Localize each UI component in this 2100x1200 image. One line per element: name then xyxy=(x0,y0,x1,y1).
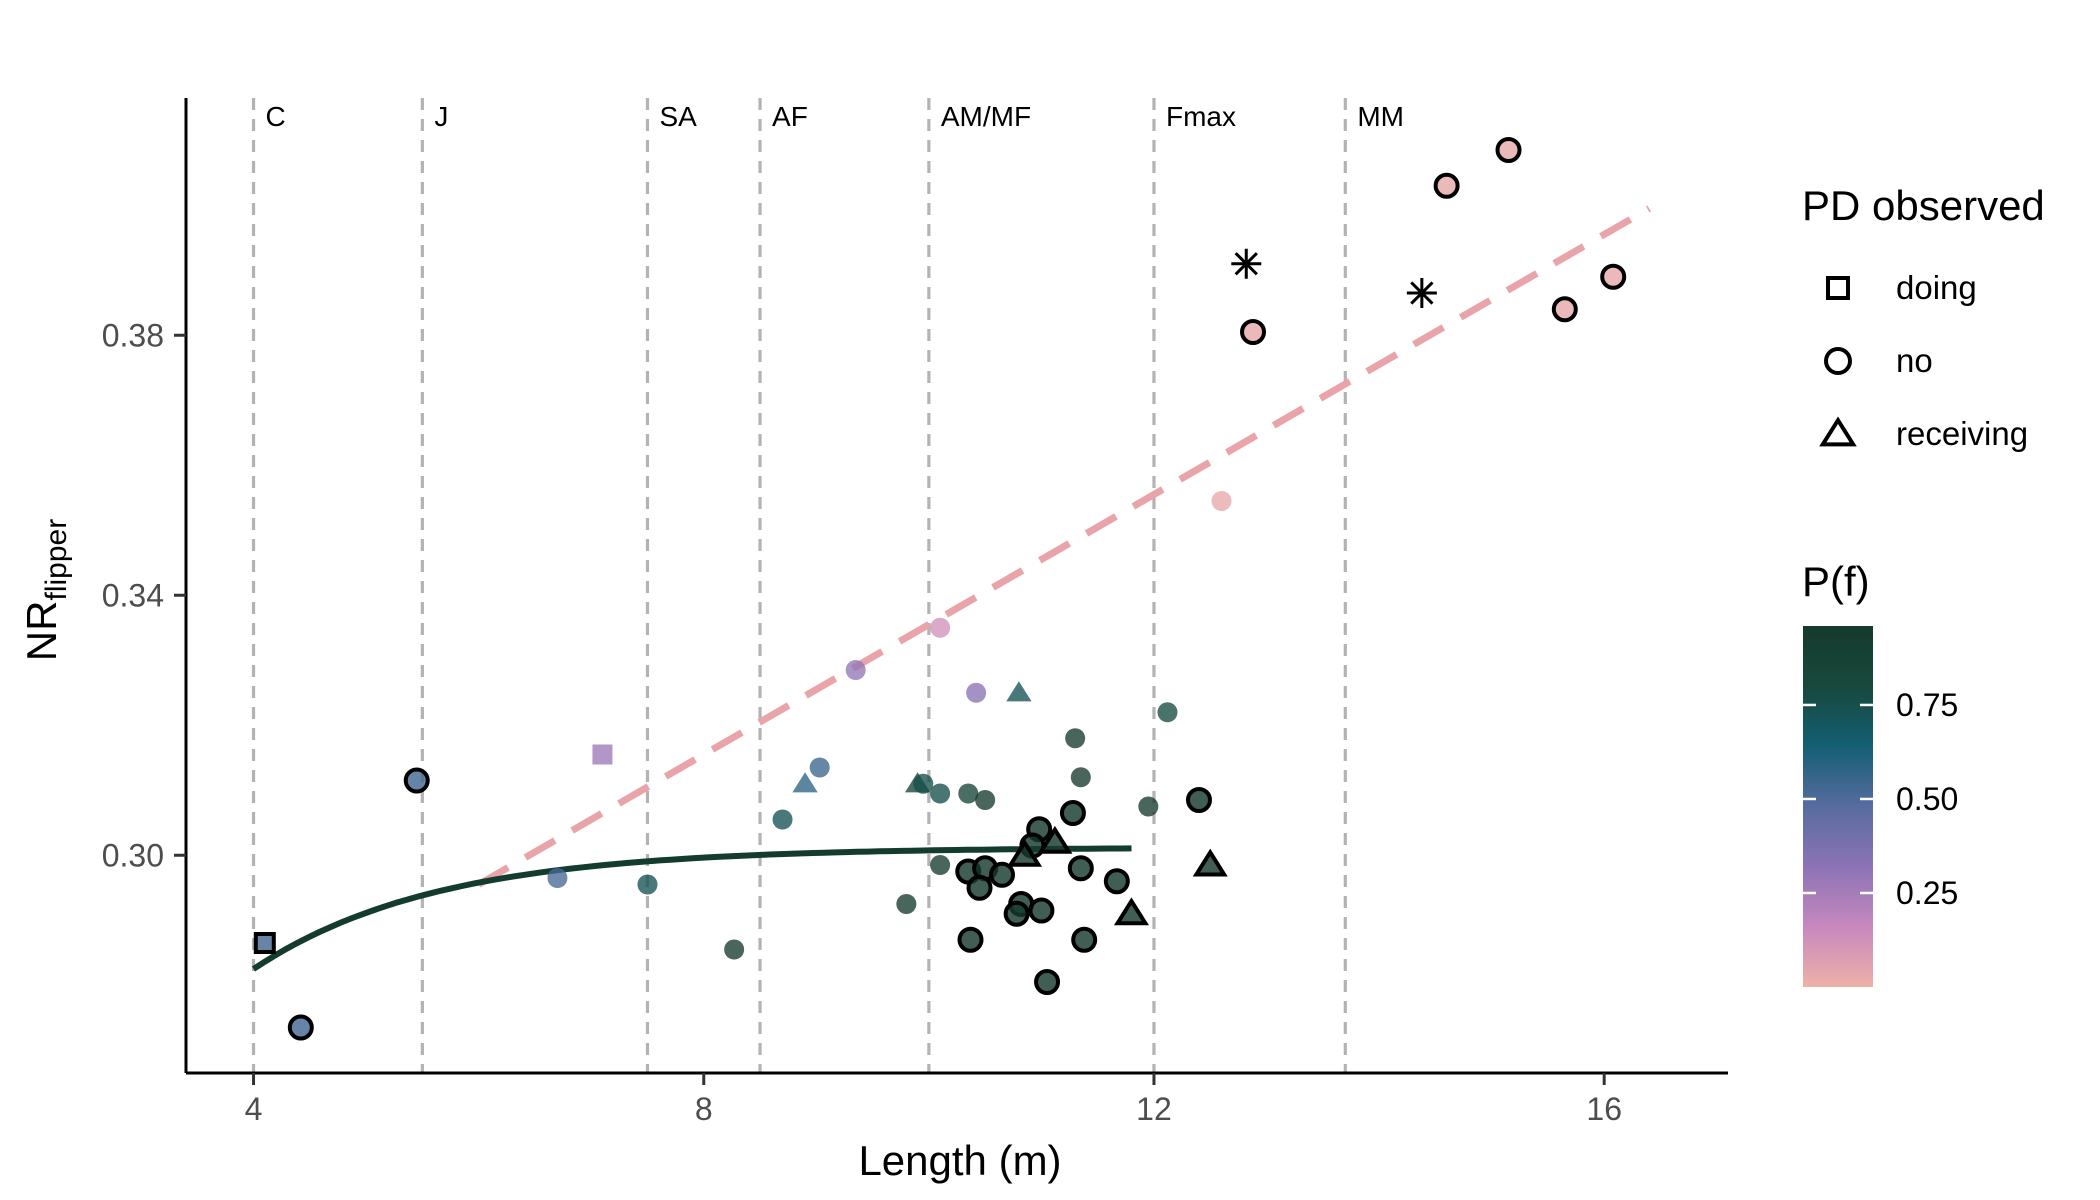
data-point-47 xyxy=(1433,172,1460,199)
data-point-46 xyxy=(1240,319,1267,345)
data-point-6 xyxy=(724,939,745,960)
data-point-16 xyxy=(975,790,996,810)
data-point-26 xyxy=(1059,800,1086,826)
data-point-33 xyxy=(989,861,1016,888)
data-point-2 xyxy=(403,767,430,794)
data-point-43 xyxy=(1113,897,1149,926)
female-fit-curve xyxy=(251,845,1132,972)
data-point-36 xyxy=(1103,868,1130,895)
x-tick-label-2: 12 xyxy=(1136,1091,1172,1127)
shape-legend-key-2 xyxy=(1819,416,1857,447)
data-point-14 xyxy=(930,783,951,804)
data-point-0 xyxy=(253,932,276,954)
y-axis-title-sub: flipper xyxy=(40,519,73,601)
shape-legend-label-0: doing xyxy=(1896,269,1977,306)
data-point-13 xyxy=(930,617,951,638)
data-point-18 xyxy=(1006,681,1032,702)
data-point-10 xyxy=(845,660,866,680)
data-point-25 xyxy=(1211,491,1232,511)
color-legend: P(f) 0.25 0.50 0.75 xyxy=(1802,558,1958,987)
data-point-34 xyxy=(966,874,993,901)
shape-legend-key-1 xyxy=(1824,347,1852,375)
x-tick-label-1: 8 xyxy=(695,1091,713,1127)
x-axis-title: Length (m) xyxy=(858,1137,1061,1184)
data-point-24 xyxy=(1157,702,1178,723)
data-point-35 xyxy=(1067,855,1094,882)
data-point-41 xyxy=(1071,926,1098,953)
y-tick-label-0: 0.30 xyxy=(102,837,164,873)
data-point-21 xyxy=(1065,728,1086,749)
stage-label-1: J xyxy=(434,101,448,132)
color-legend-ticks: 0.25 0.50 0.75 xyxy=(1803,687,1958,911)
data-point-50 xyxy=(1600,263,1627,290)
data-point-19 xyxy=(896,894,917,914)
data-point-39 xyxy=(1028,897,1055,924)
axes: 4 8 12 16 0.30 0.34 0.38 xyxy=(102,98,1728,1127)
data-point-20 xyxy=(930,855,951,875)
data-point-7 xyxy=(772,809,793,830)
data-points xyxy=(253,137,1627,1041)
data-point-44 xyxy=(1185,787,1212,813)
stage-label-0: C xyxy=(266,101,286,132)
color-tick-label-2: 0.75 xyxy=(1896,687,1958,723)
data-point-49 xyxy=(1551,296,1578,323)
y-axis-title-main: NR xyxy=(18,601,65,662)
data-point-8 xyxy=(792,772,818,793)
shape-legend-title: PD observed xyxy=(1802,182,2045,229)
x-tick-label-0: 4 xyxy=(245,1091,263,1127)
data-point-30 xyxy=(1037,825,1073,854)
shape-legend-key-0 xyxy=(1826,276,1850,300)
star-stroke-3 xyxy=(1410,281,1434,305)
star-stroke-3 xyxy=(1234,252,1258,276)
color-legend-bar xyxy=(1803,626,1873,987)
data-point-38 xyxy=(1003,900,1030,927)
data-point-1 xyxy=(287,1014,314,1041)
color-tick-label-0: 0.25 xyxy=(1896,875,1958,911)
shape-legend-label-2: receiving xyxy=(1896,415,2028,452)
shape-legend-entries: doing no receiving xyxy=(1819,269,2028,452)
x-tick-label-3: 16 xyxy=(1586,1091,1622,1127)
shape-legend-label-1: no xyxy=(1896,342,1933,379)
shape-legend: PD observed doing no receiving xyxy=(1802,182,2045,452)
data-point-23 xyxy=(1138,796,1159,817)
y-axis-title: NRflipper xyxy=(18,519,73,661)
data-point-22 xyxy=(1070,767,1091,788)
y-tick-label-2: 0.38 xyxy=(102,317,164,353)
male-fit-line xyxy=(476,205,1651,888)
data-point-4 xyxy=(547,868,568,888)
data-point-12 xyxy=(913,773,934,794)
data-point-45 xyxy=(1192,848,1228,877)
data-point-17 xyxy=(966,682,987,703)
stage-label-5: Fmax xyxy=(1166,101,1236,132)
stage-lines: C J SA AF AM/MF Fmax MM xyxy=(251,98,1404,1073)
data-point-5 xyxy=(637,874,658,895)
data-point-15 xyxy=(958,783,979,804)
y-tick-label-1: 0.34 xyxy=(102,577,164,613)
stage-label-2: SA xyxy=(659,101,697,132)
data-point-48 xyxy=(1495,137,1522,163)
color-tick-label-1: 0.50 xyxy=(1896,781,1958,817)
data-point-29 xyxy=(1006,838,1043,867)
fit-lines xyxy=(251,205,1651,972)
data-point-42 xyxy=(1034,969,1061,995)
stage-label-3: AF xyxy=(772,101,808,132)
star-marker-0 xyxy=(1231,248,1262,279)
data-point-40 xyxy=(957,926,984,953)
stage-label-6: MM xyxy=(1357,101,1404,132)
data-point-9 xyxy=(809,757,830,778)
stage-label-4: AM/MF xyxy=(941,101,1031,132)
data-point-3 xyxy=(592,744,613,765)
color-legend-title: P(f) xyxy=(1802,558,1870,605)
star-marker-1 xyxy=(1406,278,1437,308)
